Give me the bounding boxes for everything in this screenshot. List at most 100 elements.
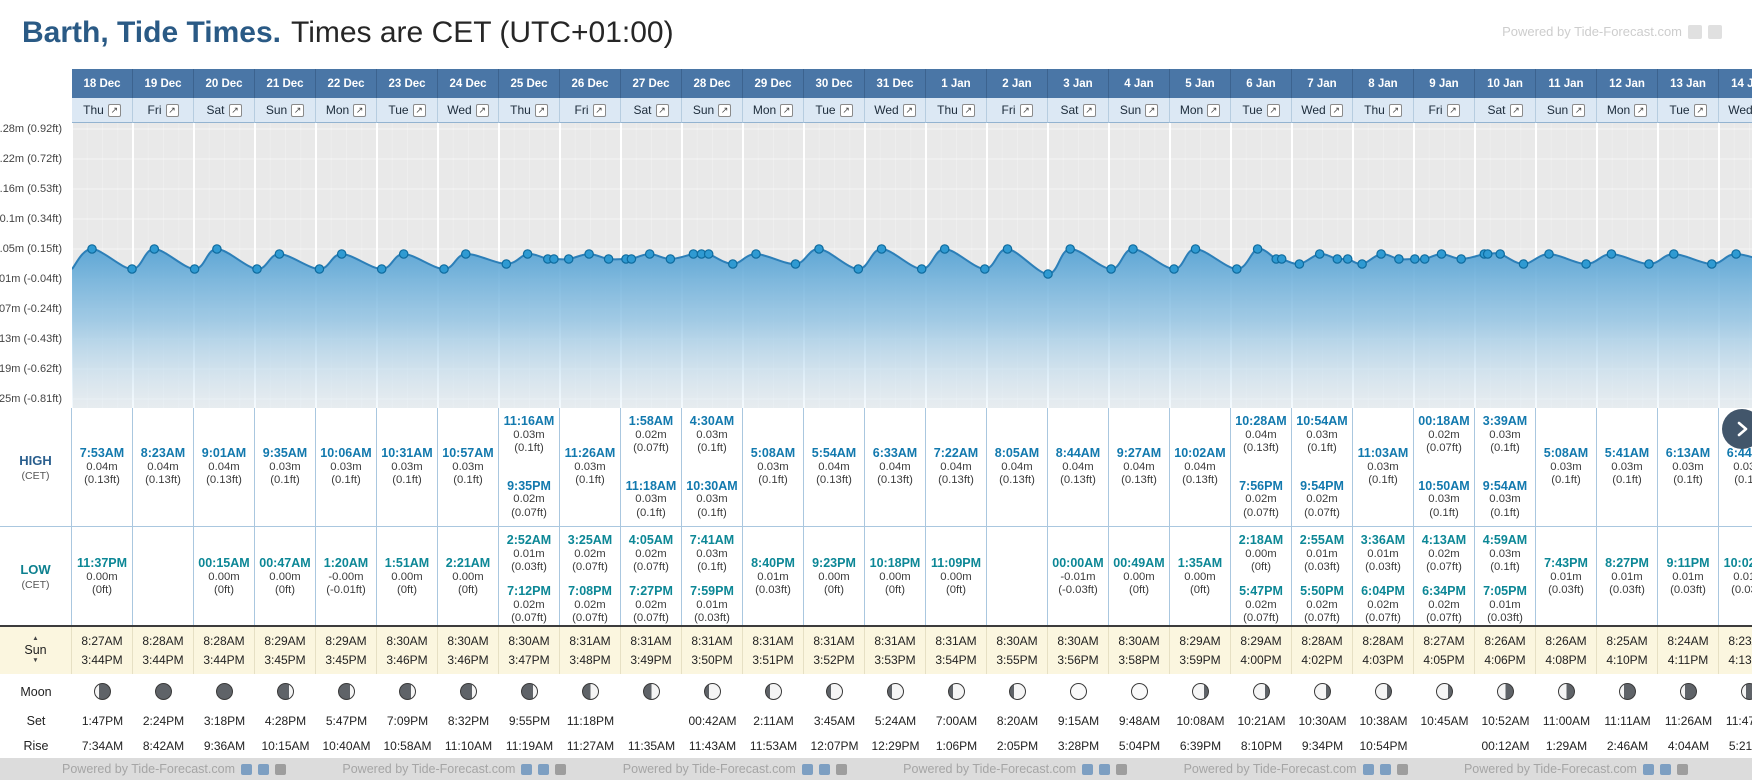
high-tide-event: 5:54AM 0.04m (0.13ft)	[811, 446, 857, 487]
moon-phase-cell	[1048, 674, 1109, 709]
day-link[interactable]: Mon ↗	[743, 98, 804, 123]
powered-by-watermark[interactable]: Powered by Tide-Forecast.com	[1464, 762, 1688, 776]
external-link-icon[interactable]: ↗	[1388, 103, 1402, 117]
external-link-icon[interactable]: ↗	[1693, 103, 1707, 117]
external-link-icon[interactable]: ↗	[165, 103, 179, 117]
day-link[interactable]: Mon ↗	[316, 98, 377, 123]
external-link-icon[interactable]: ↗	[1446, 103, 1460, 117]
day-link[interactable]: Fri ↗	[133, 98, 194, 123]
low-tide-cell: 7:43PM 0.01m (0.03ft)	[1536, 527, 1597, 626]
day-link[interactable]: Mon ↗	[1170, 98, 1231, 123]
next-page-button[interactable]	[1722, 409, 1752, 449]
day-link[interactable]: Sat ↗	[194, 98, 255, 123]
day-link[interactable]: Tue ↗	[1658, 98, 1719, 123]
day-link[interactable]: Thu ↗	[499, 98, 560, 123]
sunrise-time: 8:28AM	[142, 633, 184, 648]
date-label: 7 Jan	[1307, 77, 1337, 90]
sunset-time: 3:51PM	[752, 652, 794, 667]
external-link-icon[interactable]: ↗	[1207, 103, 1221, 117]
external-link-icon[interactable]: ↗	[534, 103, 548, 117]
day-link[interactable]: Fri ↗	[560, 98, 621, 123]
day-link[interactable]: Wed ↗	[438, 98, 499, 123]
external-link-icon[interactable]: ↗	[961, 103, 975, 117]
external-link-icon[interactable]: ↗	[655, 103, 669, 117]
day-column: 12 Jan Mon ↗ 5:41AM 0.03m (0.1ft) 8:27PM 0.…	[1597, 69, 1658, 758]
day-link[interactable]: Sat ↗	[1475, 98, 1536, 123]
external-link-icon[interactable]: ↗	[718, 103, 732, 117]
powered-by-watermark[interactable]: Powered by Tide-Forecast.com	[1184, 762, 1408, 776]
day-link[interactable]: Mon ↗	[1597, 98, 1658, 123]
external-link-icon[interactable]: ↗	[1019, 103, 1033, 117]
external-link-icon[interactable]: ↗	[475, 103, 489, 117]
low-tide-cell: 2:18AM 0.00m (0ft) 5:47PM 0.02m (0.07ft)	[1231, 527, 1292, 626]
set-label-text: Set	[26, 714, 46, 728]
weekday-label: Tue	[815, 103, 836, 117]
day-link[interactable]: Thu ↗	[1353, 98, 1414, 123]
day-link[interactable]: Wed ↗	[865, 98, 926, 123]
day-link[interactable]: Sat ↗	[1048, 98, 1109, 123]
external-link-icon[interactable]: ↗	[1266, 103, 1280, 117]
high-tide-cell: 9:27AM 0.04m (0.13ft)	[1109, 408, 1170, 527]
chart-band	[72, 123, 133, 408]
external-link-icon[interactable]: ↗	[839, 103, 853, 117]
day-link[interactable]: Sat ↗	[621, 98, 682, 123]
powered-by-watermark[interactable]: Powered by Tide-Forecast.com	[62, 762, 286, 776]
date-header: 28 Dec	[682, 69, 743, 98]
date-header: 26 Dec	[560, 69, 621, 98]
day-link[interactable]: Sun ↗	[1109, 98, 1170, 123]
day-link[interactable]: Fri ↗	[1414, 98, 1475, 123]
day-link[interactable]: Wed ↗	[1292, 98, 1353, 123]
moonset-cell: 10:45AM	[1414, 709, 1475, 733]
external-link-icon[interactable]: ↗	[592, 103, 606, 117]
day-link[interactable]: Sun ↗	[682, 98, 743, 123]
powered-by-watermark[interactable]: Powered by Tide-Forecast.com	[342, 762, 567, 776]
day-link[interactable]: Tue ↗	[1231, 98, 1292, 123]
day-column: 25 Dec Thu ↗ 11:16AM 0.03m (0.1ft) 9:35PM 0.…	[499, 69, 560, 758]
external-link-icon[interactable]: ↗	[291, 103, 305, 117]
day-link[interactable]: Tue ↗	[377, 98, 438, 123]
external-link-icon[interactable]: ↗	[1509, 103, 1523, 117]
powered-by-watermark[interactable]: Powered by Tide-Forecast.com	[1502, 24, 1722, 39]
high-tide-event: 11:16AM 0.03m (0.1ft)	[503, 414, 555, 455]
high-tide-event: 4:30AM 0.03m (0.1ft)	[689, 414, 735, 455]
sun-times-cell: 8:27AM 4:05PM	[1414, 626, 1475, 674]
external-link-icon[interactable]: ↗	[1572, 103, 1586, 117]
moon-phase-cell	[1353, 674, 1414, 709]
day-link[interactable]: Thu ↗	[72, 98, 133, 123]
external-link-icon[interactable]: ↗	[1634, 103, 1648, 117]
weekday-label: Mon	[752, 103, 777, 117]
sunset-time: 3:48PM	[569, 652, 611, 667]
low-tide-cell: 3:36AM 0.01m (0.03ft) 6:04PM 0.02m (0.07ft)	[1353, 527, 1414, 626]
moonset-cell: 00:42AM	[682, 709, 743, 733]
external-link-icon[interactable]: ↗	[228, 103, 242, 117]
day-link[interactable]: Wed ↗	[1719, 98, 1752, 123]
chart-band	[1536, 123, 1597, 408]
day-columns: 18 Dec Thu ↗ 7:53AM 0.04m (0.13ft) 11:37PM…	[72, 69, 1752, 758]
day-link[interactable]: Tue ↗	[804, 98, 865, 123]
powered-by-watermark[interactable]: Powered by Tide-Forecast.com	[623, 762, 847, 776]
low-tide-event: 5:47PM 0.02m (0.07ft)	[1239, 584, 1283, 625]
day-link[interactable]: Sun ↗	[1536, 98, 1597, 123]
moon-phase-icon	[1436, 683, 1453, 700]
sunrise-time: 8:30AM	[1057, 633, 1099, 648]
moonrise-cell: 10:54PM	[1353, 733, 1414, 758]
high-tide-event: 10:50AM 0.03m (0.1ft)	[1418, 478, 1470, 519]
day-link[interactable]: Fri ↗	[987, 98, 1048, 123]
external-link-icon[interactable]: ↗	[107, 103, 121, 117]
moonset-time: 10:45AM	[1420, 714, 1469, 728]
powered-by-watermark[interactable]: Powered by Tide-Forecast.com	[903, 762, 1128, 776]
high-row-label: HIGH (CET)	[0, 408, 72, 527]
external-link-icon[interactable]: ↗	[412, 103, 426, 117]
external-link-icon[interactable]: ↗	[353, 103, 367, 117]
external-link-icon[interactable]: ↗	[902, 103, 916, 117]
external-link-icon[interactable]: ↗	[1329, 103, 1343, 117]
external-link-icon[interactable]: ↗	[1082, 103, 1096, 117]
moonrise-time: 1:06PM	[935, 738, 978, 753]
day-link[interactable]: Thu ↗	[926, 98, 987, 123]
sun-times-cell: 8:23AM 4:13PM	[1719, 626, 1752, 674]
sun-times-cell: 8:25AM 4:10PM	[1597, 626, 1658, 674]
day-link[interactable]: Sun ↗	[255, 98, 316, 123]
external-link-icon[interactable]: ↗	[1145, 103, 1159, 117]
external-link-icon[interactable]: ↗	[780, 103, 794, 117]
